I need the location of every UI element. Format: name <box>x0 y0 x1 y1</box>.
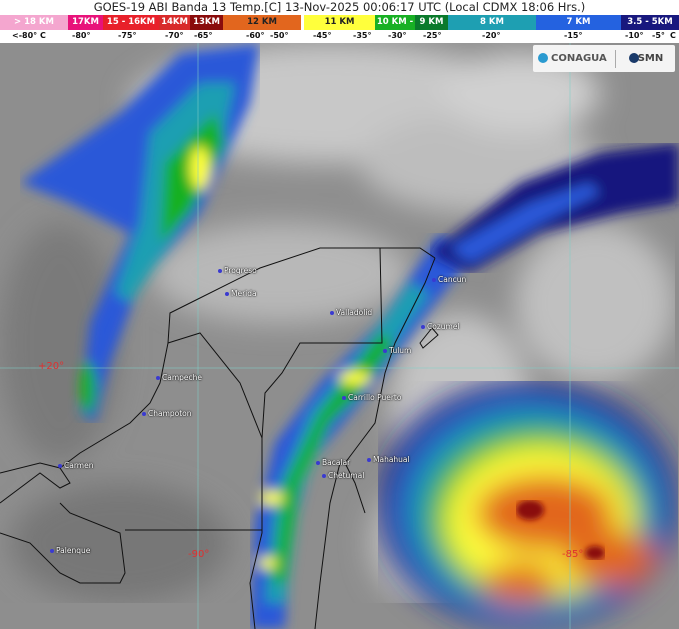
temp-label: -70° <box>165 31 184 40</box>
legend-segment: > 18 KM <box>0 15 68 30</box>
temp-label: -45° <box>313 31 332 40</box>
temp-label: -25° <box>423 31 442 40</box>
legend-segment: 17KM <box>68 15 103 30</box>
image-title: GOES-19 ABI Banda 13 Temp.[C] 13-Nov-202… <box>93 0 586 14</box>
temp-label: -20° <box>482 31 501 40</box>
temperature-scale: <-80° C -80° -75° -70° -65° -60° -50° -4… <box>0 30 679 43</box>
cloud-band-northwest <box>20 43 260 423</box>
legend-segment: 7 KM <box>536 15 621 30</box>
latitude-label: +20° <box>38 361 65 372</box>
city-label: Mahahual <box>367 455 410 464</box>
city-label: Chetumal <box>322 471 364 480</box>
color-legend: > 18 KM 17KM 15 - 16KM 14KM 13KM 12 KM 1… <box>0 15 679 30</box>
temp-label: -80° <box>72 31 91 40</box>
legend-segment: 3.5 - 5KM <box>621 15 679 30</box>
city-label: Cozumel <box>421 322 460 331</box>
satellite-imagery <box>0 43 679 629</box>
storm-system-caribbean <box>378 381 678 629</box>
smn-logo-text: SMN <box>637 53 664 64</box>
cloud-band-cuba <box>430 143 679 273</box>
city-label: Merida <box>225 289 257 298</box>
city-label: Tulum <box>383 346 411 355</box>
logo-divider <box>614 49 616 68</box>
agency-logos: CONAGUA SMN <box>533 45 675 72</box>
city-label: Palenque <box>50 546 90 555</box>
city-label: Cancun <box>432 275 466 284</box>
legend-segment: 12 KM <box>223 15 301 30</box>
legend-segment: 13KM <box>190 15 223 30</box>
temp-label: -5° <box>652 31 665 40</box>
legend-segment: 14KM <box>159 15 190 30</box>
smn-logo-icon <box>629 53 639 63</box>
city-label: Progreso <box>218 266 257 275</box>
temp-label: C <box>670 31 676 40</box>
city-label: Campeche <box>156 373 202 382</box>
legend-segment: 9 KM <box>415 15 448 30</box>
temp-label: -15° <box>564 31 583 40</box>
temp-label: -60° <box>246 31 265 40</box>
legend-segment: 11 KM <box>304 15 375 30</box>
legend-segment: 8 KM <box>448 15 536 30</box>
temp-label: -35° <box>353 31 372 40</box>
temp-label: -50° <box>270 31 289 40</box>
longitude-label: -90° <box>188 549 210 560</box>
legend-segment: 10 KM - <box>375 15 415 30</box>
longitude-label: -85° <box>562 549 584 560</box>
gray-cloud-texture <box>0 43 675 603</box>
temp-label: -75° <box>118 31 137 40</box>
city-label: Carrillo Puerto <box>342 393 401 402</box>
temp-label: <-80° C <box>12 31 46 40</box>
city-label: Valladolid <box>330 308 372 317</box>
conagua-logo-text: CONAGUA <box>551 53 607 64</box>
legend-segment: 15 - 16KM <box>103 15 159 30</box>
temp-label: -30° <box>388 31 407 40</box>
city-label: Champoton <box>142 409 192 418</box>
conagua-logo-icon <box>538 53 548 63</box>
satellite-map: Progreso Merida Valladolid Cancun Cozume… <box>0 43 679 629</box>
temp-label: -65° <box>194 31 213 40</box>
cloud-band-yucatan <box>250 233 470 629</box>
city-label: Carmen <box>58 461 93 470</box>
city-label: Bacalar <box>316 458 350 467</box>
temp-label: -10° <box>625 31 644 40</box>
